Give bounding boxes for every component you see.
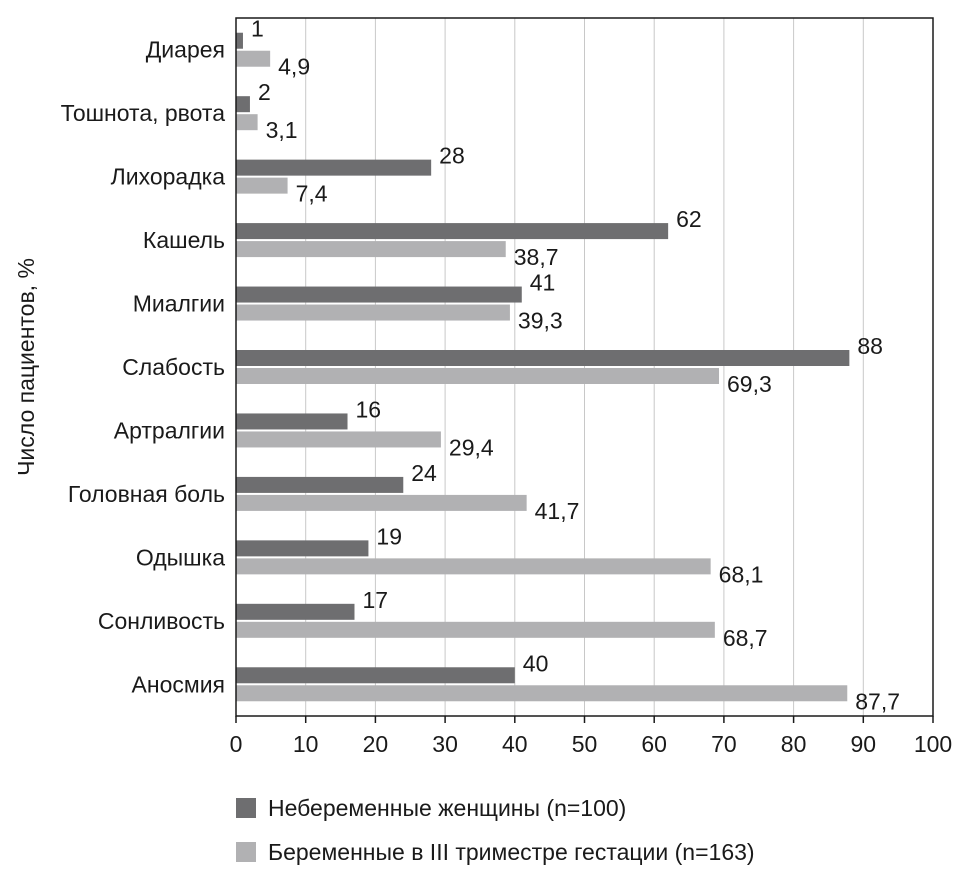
bar-pregnant [236, 50, 271, 67]
legend-item-pregnant: Беременные в III триместре гестации (n=1… [236, 839, 755, 865]
x-tick-label: 10 [293, 731, 319, 757]
bar-nonpregnant [236, 159, 432, 176]
category-label: Тошнота, рвота [61, 100, 226, 126]
bar-pregnant [236, 431, 441, 448]
data-label-pregnant: 87,7 [855, 688, 900, 714]
legend-label-pregnant: Беременные в III триместре гестации (n=1… [268, 838, 755, 865]
data-label-pregnant: 29,4 [449, 434, 494, 460]
bar-nonpregnant [236, 413, 348, 430]
data-label-nonpregnant: 88 [857, 333, 883, 359]
data-label-pregnant: 38,7 [514, 244, 559, 270]
bar-pregnant [236, 304, 510, 321]
data-label-nonpregnant: 2 [258, 79, 271, 105]
data-label-nonpregnant: 62 [676, 206, 702, 232]
category-label: Аносмия [132, 671, 225, 697]
y-axis-title: Число пациентов, % [13, 258, 39, 476]
data-label-nonpregnant: 17 [362, 587, 388, 613]
category-label: Головная боль [68, 481, 225, 507]
legend-swatch-nonpregnant [236, 798, 256, 818]
bar-pregnant [236, 368, 720, 384]
data-label-pregnant: 68,7 [723, 625, 768, 651]
category-label: Одышка [136, 544, 225, 570]
data-label-pregnant: 4,9 [278, 54, 310, 80]
x-tick-label: 0 [230, 731, 243, 757]
bar-nonpregnant [236, 667, 515, 684]
bar-nonpregnant [236, 96, 250, 113]
data-label-pregnant: 3,1 [266, 117, 298, 143]
category-label: Миалгии [133, 291, 225, 317]
x-tick-label: 40 [502, 731, 528, 757]
data-label-nonpregnant: 16 [356, 396, 382, 422]
bar-nonpregnant [236, 540, 369, 557]
bar-nonpregnant [236, 223, 669, 240]
bar-pregnant [236, 558, 711, 575]
data-label-nonpregnant: 28 [439, 143, 465, 169]
legend-swatch-pregnant [236, 842, 256, 862]
data-label-pregnant: 7,4 [296, 181, 328, 207]
bar-nonpregnant [236, 286, 522, 303]
data-label-nonpregnant: 19 [376, 523, 402, 549]
category-label: Диарея [146, 37, 225, 63]
legend-item-nonpregnant: Небеременные женщины (n=100) [236, 795, 755, 821]
data-label-nonpregnant: 1 [251, 16, 264, 42]
bar-nonpregnant [236, 476, 404, 493]
bar-pregnant [236, 621, 715, 638]
data-label-nonpregnant: 40 [523, 650, 549, 676]
legend-label-nonpregnant: Небеременные женщины (n=100) [268, 794, 627, 821]
category-label: Кашель [143, 227, 225, 253]
bar-nonpregnant [236, 350, 850, 366]
x-tick-label: 100 [914, 731, 952, 757]
category-label: Слабость [122, 354, 225, 380]
bar-pregnant [236, 177, 288, 194]
bar-pregnant [236, 494, 527, 511]
bar-nonpregnant [236, 603, 355, 620]
x-tick-label: 80 [781, 731, 807, 757]
data-label-pregnant: 39,3 [518, 308, 563, 334]
data-label-pregnant: 41,7 [535, 498, 580, 524]
legend: Небеременные женщины (n=100) Беременные … [236, 795, 755, 883]
category-label: Лихорадка [111, 164, 226, 190]
x-tick-label: 20 [363, 731, 389, 757]
category-label: Сонливость [98, 608, 225, 634]
bar-nonpregnant [236, 32, 243, 49]
bar-pregnant [236, 241, 506, 258]
data-label-nonpregnant: 24 [411, 460, 437, 486]
x-tick-label: 70 [711, 731, 737, 757]
data-label-pregnant: 69,3 [727, 371, 772, 397]
category-label: Артралгии [114, 417, 225, 443]
x-tick-label: 60 [641, 731, 667, 757]
bar-pregnant [236, 114, 258, 131]
data-label-pregnant: 68,1 [719, 561, 764, 587]
x-tick-label: 30 [432, 731, 458, 757]
x-tick-label: 50 [572, 731, 598, 757]
data-label-nonpregnant: 41 [530, 270, 556, 296]
bar-pregnant [236, 685, 848, 702]
x-tick-label: 90 [851, 731, 877, 757]
